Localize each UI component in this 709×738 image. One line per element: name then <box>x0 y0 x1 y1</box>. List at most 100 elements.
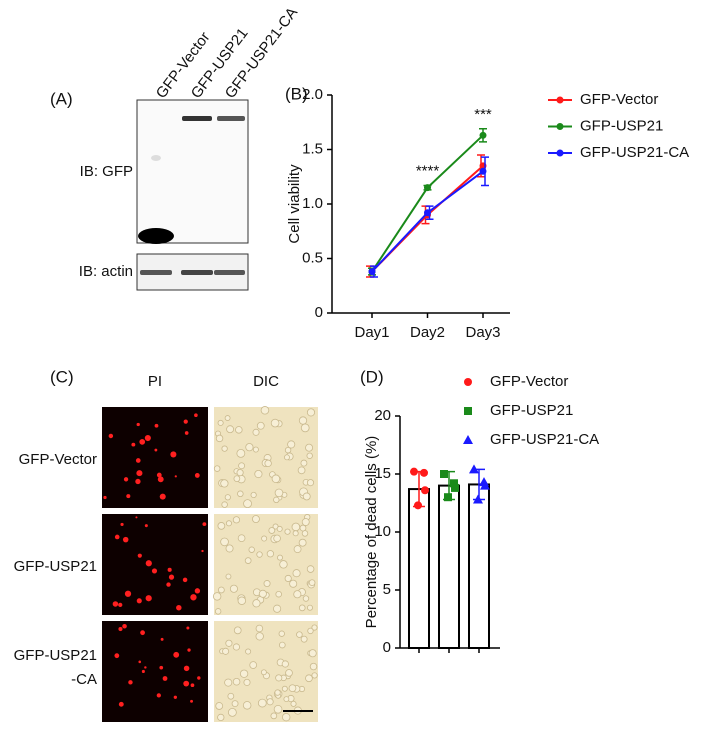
dic-cell <box>274 488 284 498</box>
dic-cell <box>305 443 314 452</box>
dic-cell <box>273 704 283 714</box>
data-point <box>450 479 458 488</box>
pi-cell <box>128 680 133 685</box>
legend-marker <box>556 149 564 157</box>
pi-cell <box>114 534 120 540</box>
y-axis-title: Cell viability <box>286 164 303 244</box>
dic-cell <box>257 698 267 708</box>
dic-cell <box>217 419 224 426</box>
bar <box>438 484 460 649</box>
dic-cell <box>220 479 229 488</box>
dic-cell <box>306 565 315 573</box>
dic-cell <box>224 494 231 501</box>
data-point <box>368 268 376 276</box>
pi-cell <box>144 434 151 442</box>
bar <box>468 483 490 649</box>
dic-cell <box>301 530 309 537</box>
legend-label: GFP-Vector <box>490 373 568 390</box>
dic-cell <box>221 445 228 452</box>
dic-cell <box>227 692 235 700</box>
dic-cell <box>284 528 291 535</box>
dic-cell <box>278 641 286 649</box>
dic-cell <box>260 669 267 676</box>
pi-cell <box>126 494 131 499</box>
dic-cell <box>270 712 278 720</box>
dic-cell <box>232 516 241 524</box>
dic-cell <box>248 546 255 553</box>
pi-cell <box>176 605 182 611</box>
panel-label: (A) <box>50 89 73 108</box>
dic-cell <box>249 661 258 669</box>
pi-cell <box>151 568 158 574</box>
pi-image <box>102 621 208 722</box>
blot-band <box>138 228 174 244</box>
dic-cell <box>244 557 252 564</box>
dic-cell <box>225 520 232 527</box>
dic-cell <box>213 465 221 472</box>
pi-cell <box>160 637 164 641</box>
dic-cell <box>242 701 252 710</box>
pi-cell <box>182 577 188 583</box>
dic-cell <box>251 515 260 523</box>
data-point <box>473 494 483 504</box>
pi-cell <box>162 676 168 681</box>
pi-cell <box>156 693 161 698</box>
dic-cell <box>258 589 267 598</box>
dic-cell <box>282 713 291 722</box>
y-tick-label: 1.5 <box>302 140 323 157</box>
dic-cell <box>215 434 224 443</box>
dic-cell <box>296 631 303 638</box>
dic-cell <box>298 538 307 547</box>
dic-cell <box>245 648 252 655</box>
dic-cell <box>232 677 241 686</box>
legend-marker <box>464 407 472 415</box>
blot-band <box>217 116 245 121</box>
x-tick-label: Day2 <box>410 324 445 341</box>
dic-cell <box>289 579 298 588</box>
micrographs <box>102 406 318 722</box>
dic-cell <box>268 527 276 534</box>
dic-cell <box>274 689 281 696</box>
pi-cell <box>170 451 177 458</box>
dic-cell <box>252 599 261 608</box>
dic-cell <box>220 537 229 547</box>
data-point <box>414 501 422 510</box>
dic-cell <box>293 590 302 599</box>
dic-cell <box>229 584 238 593</box>
pi-cell <box>131 442 136 447</box>
dic-cell <box>306 479 315 487</box>
pi-cell <box>122 536 129 543</box>
dic-cell <box>221 501 228 508</box>
legend-marker <box>464 378 472 386</box>
pi-cell <box>136 598 142 604</box>
dic-cell <box>250 491 257 499</box>
pi-cell <box>194 413 198 418</box>
dic-cell <box>215 702 224 710</box>
pi-cell <box>159 665 164 670</box>
dic-cell <box>255 632 264 641</box>
dic-cell <box>252 446 259 453</box>
dic-cell <box>305 674 313 683</box>
dic-cell <box>224 415 231 421</box>
series-line <box>371 134 484 273</box>
dic-cell <box>300 635 308 643</box>
dic-cell <box>298 604 306 612</box>
dic-cell <box>214 608 222 615</box>
pi-cell <box>135 478 141 485</box>
row-label: GFP-USP21 <box>14 558 97 575</box>
panel-label: (D) <box>360 367 384 386</box>
pi-cell <box>190 683 195 688</box>
column-label: PI <box>148 373 162 390</box>
legend-label: GFP-USP21 <box>580 117 663 134</box>
dic-cell <box>306 604 313 611</box>
blot-band <box>140 270 172 275</box>
annotation: *** <box>474 106 492 123</box>
dic-cell <box>284 446 292 454</box>
data-point <box>440 470 448 478</box>
column-label: DIC <box>253 373 279 390</box>
dic-cell <box>232 643 240 651</box>
pi-cell <box>145 595 152 602</box>
dic-cell <box>298 416 308 425</box>
pi-cell <box>118 701 124 707</box>
